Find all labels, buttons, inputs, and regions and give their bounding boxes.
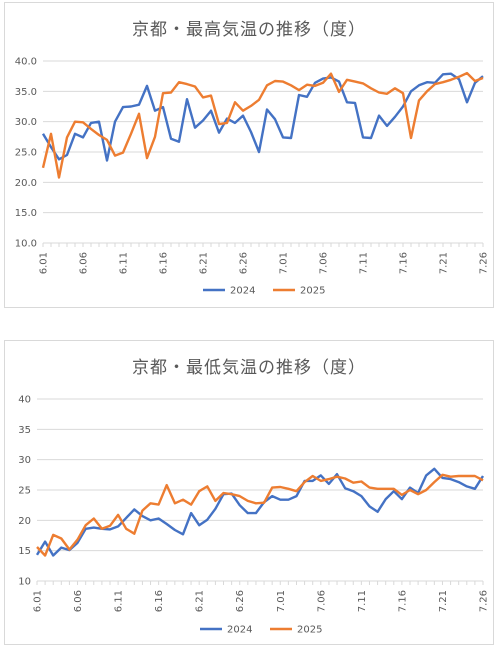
c2-x-tick-label: 6.21 — [195, 590, 206, 612]
c2-x-tick-label: 6.06 — [73, 590, 84, 612]
c2-y-tick-label: 40 — [18, 395, 31, 406]
c2-x-tick-label: 7.01 — [276, 590, 287, 612]
c2-y-tick-label: 30 — [18, 455, 31, 466]
c2-x-tick-label: 6.01 — [33, 590, 44, 612]
c1-x-tick-label: 7.06 — [319, 252, 330, 274]
c1-x-tick-label: 6.26 — [239, 252, 250, 274]
max-temp-chart: 10.0 15.0 20.0 25.0 30.0 35.0 40.0 6.01 6.06 6.11… — [15, 57, 490, 297]
c2-series-2025-line — [36, 473, 484, 557]
c2-legend-label-2025: 2025 — [297, 625, 322, 636]
c1-y-tick-label: 30.0 — [15, 117, 37, 128]
c2-x-tick-label: 6.11 — [114, 590, 125, 612]
c1-y-tick-label: 20.0 — [15, 178, 37, 189]
c2-x-tick-label: 7.26 — [479, 590, 490, 612]
c2-y-tick-label: 20 — [18, 516, 31, 527]
c1-x-tick-label: 6.16 — [159, 252, 170, 274]
c2-x-tick-label: 6.26 — [235, 590, 246, 612]
c2-legend-label-2024: 2024 — [227, 625, 252, 636]
c1-series-2025-line — [41, 71, 484, 179]
c1-x-tick-label: 6.01 — [39, 252, 50, 274]
min-temp-chart-panel: 京都・最低気温の推移（度） 10 15 20 25 30 35 40 6.01 6.06 6.11… — [4, 340, 494, 645]
c1-x-tick-label: 7.16 — [399, 252, 410, 274]
c2-x-tick-label: 7.06 — [316, 590, 327, 612]
max-temp-chart-title: 京都・最高気温の推移（度） — [132, 20, 366, 40]
c2-x-tick-label: 7.21 — [438, 590, 449, 612]
c2-y-tick-label: 35 — [18, 425, 31, 436]
c2-x-tick-label: 7.16 — [397, 590, 408, 612]
c1-series-2024-line — [41, 72, 484, 162]
c1-x-tick-label: 7.11 — [359, 252, 370, 274]
c1-y-tick-label: 10.0 — [15, 239, 37, 250]
c1-y-tick-label: 15.0 — [15, 208, 37, 219]
c2-x-tick-label: 7.11 — [357, 590, 368, 612]
c2-y-tick-label: 15 — [18, 546, 31, 557]
c2-y-tick-label: 25 — [18, 486, 31, 497]
c1-y-tick-label: 35.0 — [15, 87, 37, 98]
c1-x-tick-label: 7.21 — [439, 252, 450, 274]
c1-x-tick-label: 7.26 — [479, 252, 490, 274]
c1-x-tick-label: 7.01 — [279, 252, 290, 274]
c1-x-tick-label: 6.21 — [199, 252, 210, 274]
max-temp-chart-panel: 京都・最高気温の推移（度） 10.0 15.0 20.0 25.0 30.0 35.0 40… — [4, 2, 494, 308]
c2-y-tick-label: 10 — [18, 577, 31, 588]
c1-legend-label-2025: 2025 — [300, 286, 325, 297]
c1-y-tick-label: 25.0 — [15, 148, 37, 159]
c2-series-2024-line — [35, 467, 485, 557]
c1-legend-label-2024: 2024 — [230, 286, 255, 297]
c1-x-tick-label: 6.11 — [119, 252, 130, 274]
c1-x-tick-label: 6.06 — [79, 252, 90, 274]
c2-x-tick-label: 6.16 — [154, 590, 165, 612]
min-temp-chart-title: 京都・最低気温の推移（度） — [132, 358, 366, 378]
c1-y-tick-label: 40.0 — [15, 57, 37, 68]
